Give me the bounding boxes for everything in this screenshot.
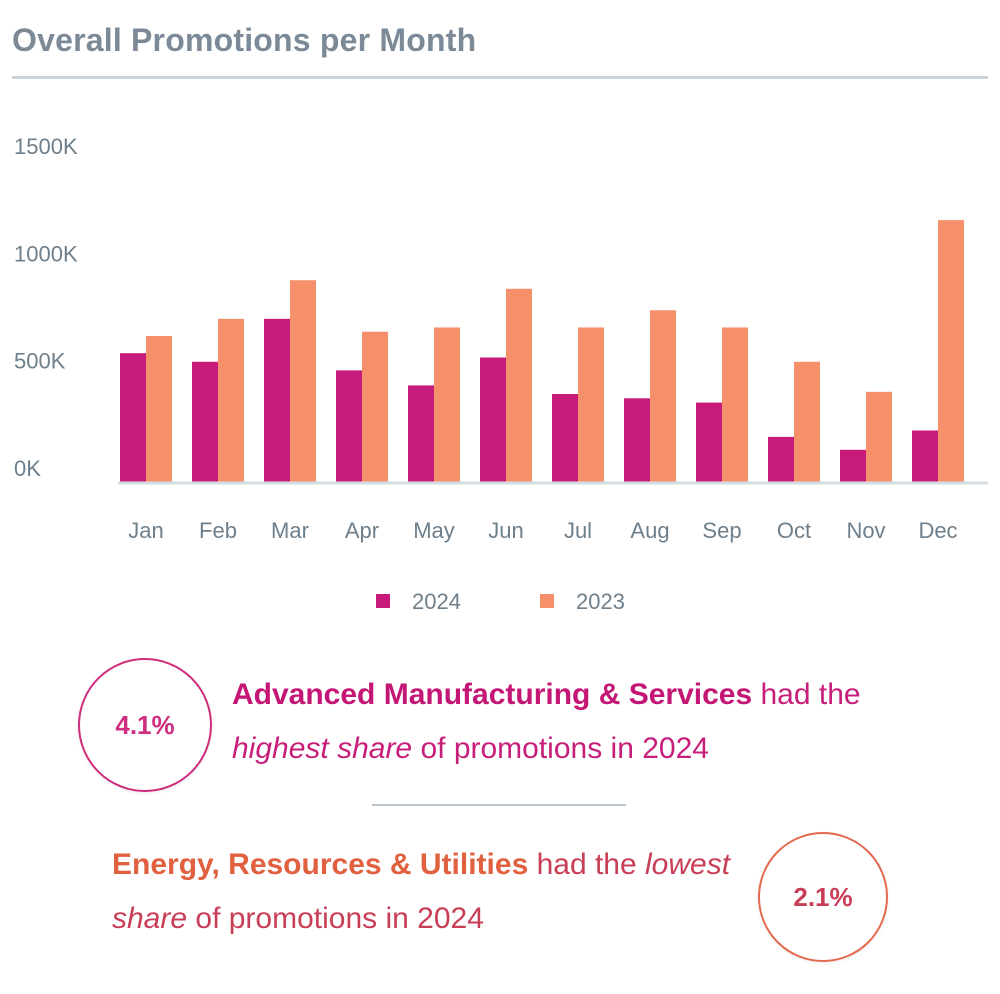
bar-2023-sep	[722, 327, 748, 482]
x-tick-label: Feb	[199, 518, 237, 543]
stats-divider	[372, 804, 626, 806]
bar-2023-oct	[794, 361, 820, 482]
bar-2024-dec	[912, 430, 938, 482]
stat-lowest-sector: Energy, Resources & Utilities	[112, 848, 529, 881]
x-tick-label: Aug	[630, 518, 669, 543]
stat-lowest-text: Energy, Resources & Utilities had the lo…	[112, 838, 752, 946]
bar-2023-nov	[866, 391, 892, 482]
stat-highest-emphasis: highest share	[232, 732, 413, 765]
bar-2024-may	[408, 385, 434, 482]
x-tick-label: Jul	[564, 518, 592, 543]
legend-swatch-2023	[540, 594, 554, 608]
x-tick-label: Dec	[918, 518, 957, 543]
stat-highest-circle: 4.1%	[78, 658, 212, 792]
y-tick-label: 1000K	[14, 241, 78, 266]
stat-lowest-text-a: had the	[528, 848, 646, 881]
stat-highest-sector: Advanced Manufacturing & Services	[232, 678, 753, 711]
legend-label-2024: 2024	[412, 589, 461, 614]
x-tick-label: Nov	[846, 518, 885, 543]
x-tick-label: Oct	[777, 518, 811, 543]
y-tick-label: 500K	[14, 349, 66, 374]
x-tick-label: Sep	[702, 518, 741, 543]
bar-2023-dec	[938, 220, 964, 482]
legend-swatch-2024	[376, 594, 390, 608]
stat-highest-text-b: of promotions in 2024	[412, 732, 709, 765]
bar-2024-sep	[696, 402, 722, 482]
bar-2023-mar	[290, 280, 316, 482]
bar-2023-jul	[578, 327, 604, 482]
x-tick-label: Jun	[488, 518, 523, 543]
legend-label-2023: 2023	[576, 589, 625, 614]
x-tick-label: Jan	[128, 518, 163, 543]
bar-2023-feb	[218, 318, 244, 482]
stat-highest-text-a: had the	[752, 678, 861, 711]
y-tick-label: 0K	[14, 456, 41, 481]
bar-2024-jun	[480, 357, 506, 482]
bar-2024-feb	[192, 361, 218, 482]
bar-chart: 0K 500K 1000K 1500K Jan Feb Mar Apr May Jun Jul Aug…	[14, 134, 988, 614]
bar-2024-jan	[120, 353, 146, 482]
bar-2023-aug	[650, 310, 676, 482]
bar-2024-apr	[336, 370, 362, 482]
y-tick-label: 1500K	[14, 134, 78, 159]
bar-2023-jan	[146, 336, 172, 482]
bar-2024-nov	[840, 449, 866, 482]
bar-2023-apr	[362, 331, 388, 482]
stat-lowest-circle: 2.1%	[758, 832, 888, 962]
x-tick-label: Apr	[345, 518, 379, 543]
bar-2024-mar	[264, 318, 290, 482]
stat-lowest-emphasis: lowest share	[112, 848, 731, 935]
bar-2023-jun	[506, 288, 532, 482]
stat-lowest-text-b: of promotions in 2024	[187, 902, 484, 935]
x-tick-label: Mar	[271, 518, 309, 543]
bar-2024-oct	[768, 436, 794, 482]
chart-title: Overall Promotions per Month	[12, 22, 477, 58]
title-divider	[12, 76, 988, 79]
x-tick-label: May	[413, 518, 455, 543]
bar-2024-aug	[624, 398, 650, 482]
stat-highest-text: Advanced Manufacturing & Services had th…	[232, 668, 932, 776]
bar-2024-jul	[552, 393, 578, 482]
bar-2023-may	[434, 327, 460, 482]
